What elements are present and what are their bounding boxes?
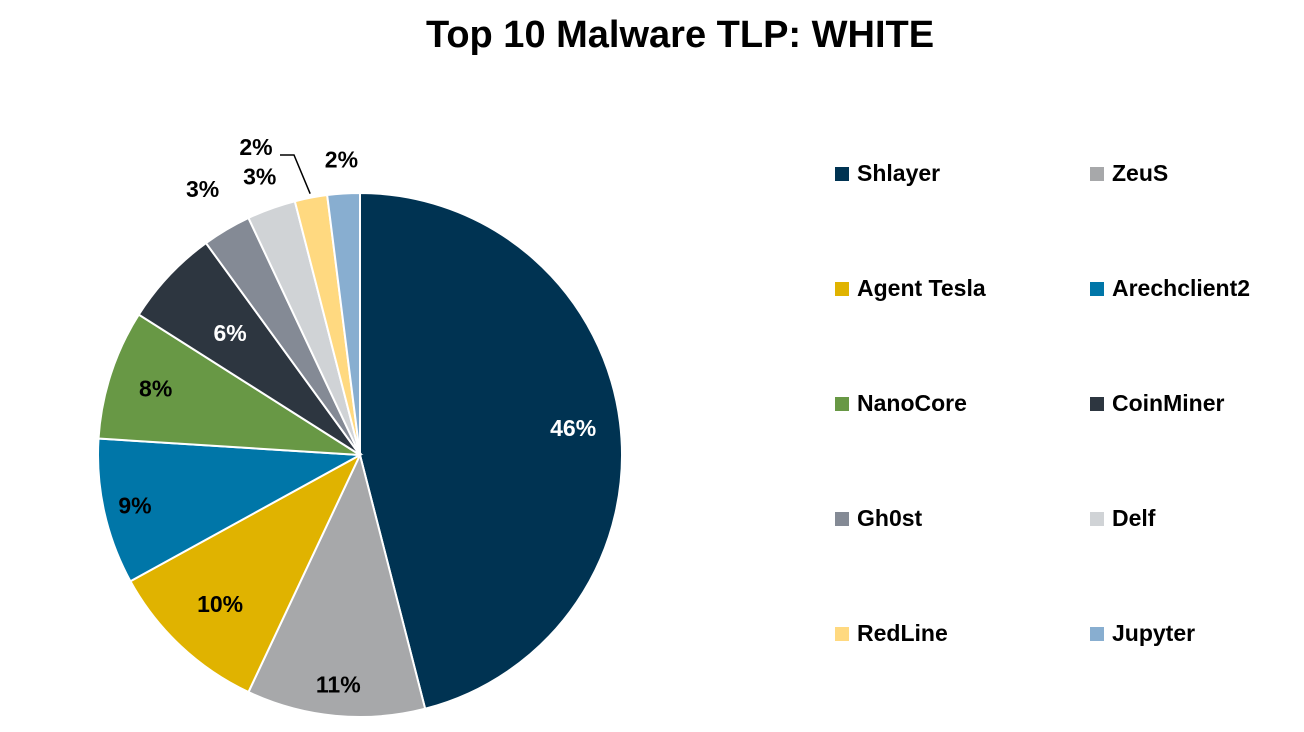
legend-label: Gh0st bbox=[857, 505, 923, 531]
legend-swatch bbox=[835, 396, 849, 411]
legend-item: Shlayer bbox=[835, 160, 940, 187]
pie-slice-arechclient2 bbox=[97, 437, 364, 583]
legend-item: ZeuS bbox=[1090, 160, 1168, 187]
legend-swatch bbox=[1090, 626, 1104, 641]
legend-swatch bbox=[835, 626, 849, 641]
data-label: 10% bbox=[197, 591, 243, 617]
legend-label: RedLine bbox=[857, 620, 948, 646]
data-label: 2% bbox=[239, 134, 272, 160]
pie-slice-jupyter bbox=[326, 191, 361, 456]
pie-slice-shlayer bbox=[359, 191, 624, 710]
pie-chart: 46% 11% 10% 9% 8% 6% 3% 3% 2% 2% bbox=[97, 134, 624, 718]
legend-item: Jupyter bbox=[1090, 620, 1195, 647]
legend-swatch bbox=[835, 166, 849, 181]
legend-item: NanoCore bbox=[835, 390, 967, 417]
legend-swatch bbox=[835, 511, 849, 526]
chart-title: Top 10 Malware TLP: WHITE bbox=[425, 14, 935, 56]
legend-label: Delf bbox=[1112, 505, 1156, 531]
legend-label: Arechclient2 bbox=[1112, 275, 1251, 301]
legend-label: CoinMiner bbox=[1112, 390, 1225, 416]
pie-slice-nanocore bbox=[97, 313, 361, 456]
legend-label: Jupyter bbox=[1112, 620, 1196, 646]
legend-swatch bbox=[1090, 166, 1104, 181]
legend-label: NanoCore bbox=[857, 390, 967, 416]
legend-label: Agent Tesla bbox=[857, 275, 986, 301]
data-label: 11% bbox=[316, 672, 361, 698]
data-label: 3% bbox=[243, 163, 276, 189]
legend-item: Delf bbox=[1090, 505, 1155, 532]
legend-item: Arechclient2 bbox=[1090, 275, 1250, 302]
legend-item: Gh0st bbox=[835, 505, 922, 532]
legend-label: ZeuS bbox=[1112, 160, 1169, 186]
legend-item: CoinMiner bbox=[1090, 390, 1224, 417]
leader-line bbox=[280, 154, 311, 195]
legend-swatch bbox=[835, 281, 849, 296]
data-label: 46% bbox=[550, 415, 596, 441]
data-label: 9% bbox=[118, 492, 151, 518]
data-label: 6% bbox=[214, 320, 247, 346]
legend-swatch bbox=[1090, 511, 1104, 526]
data-label: 2% bbox=[325, 147, 358, 173]
legend-item: Agent Tesla bbox=[835, 275, 986, 302]
legend-swatch bbox=[1090, 281, 1104, 296]
pie-slice-zeus bbox=[247, 452, 427, 718]
legend-item: RedLine bbox=[835, 620, 948, 647]
pie-slice-agent-tesla bbox=[129, 452, 363, 694]
legend-label: Shlayer bbox=[857, 160, 941, 186]
data-label: 3% bbox=[186, 176, 219, 202]
legend-swatch bbox=[1090, 396, 1104, 411]
data-label: 8% bbox=[139, 376, 172, 402]
